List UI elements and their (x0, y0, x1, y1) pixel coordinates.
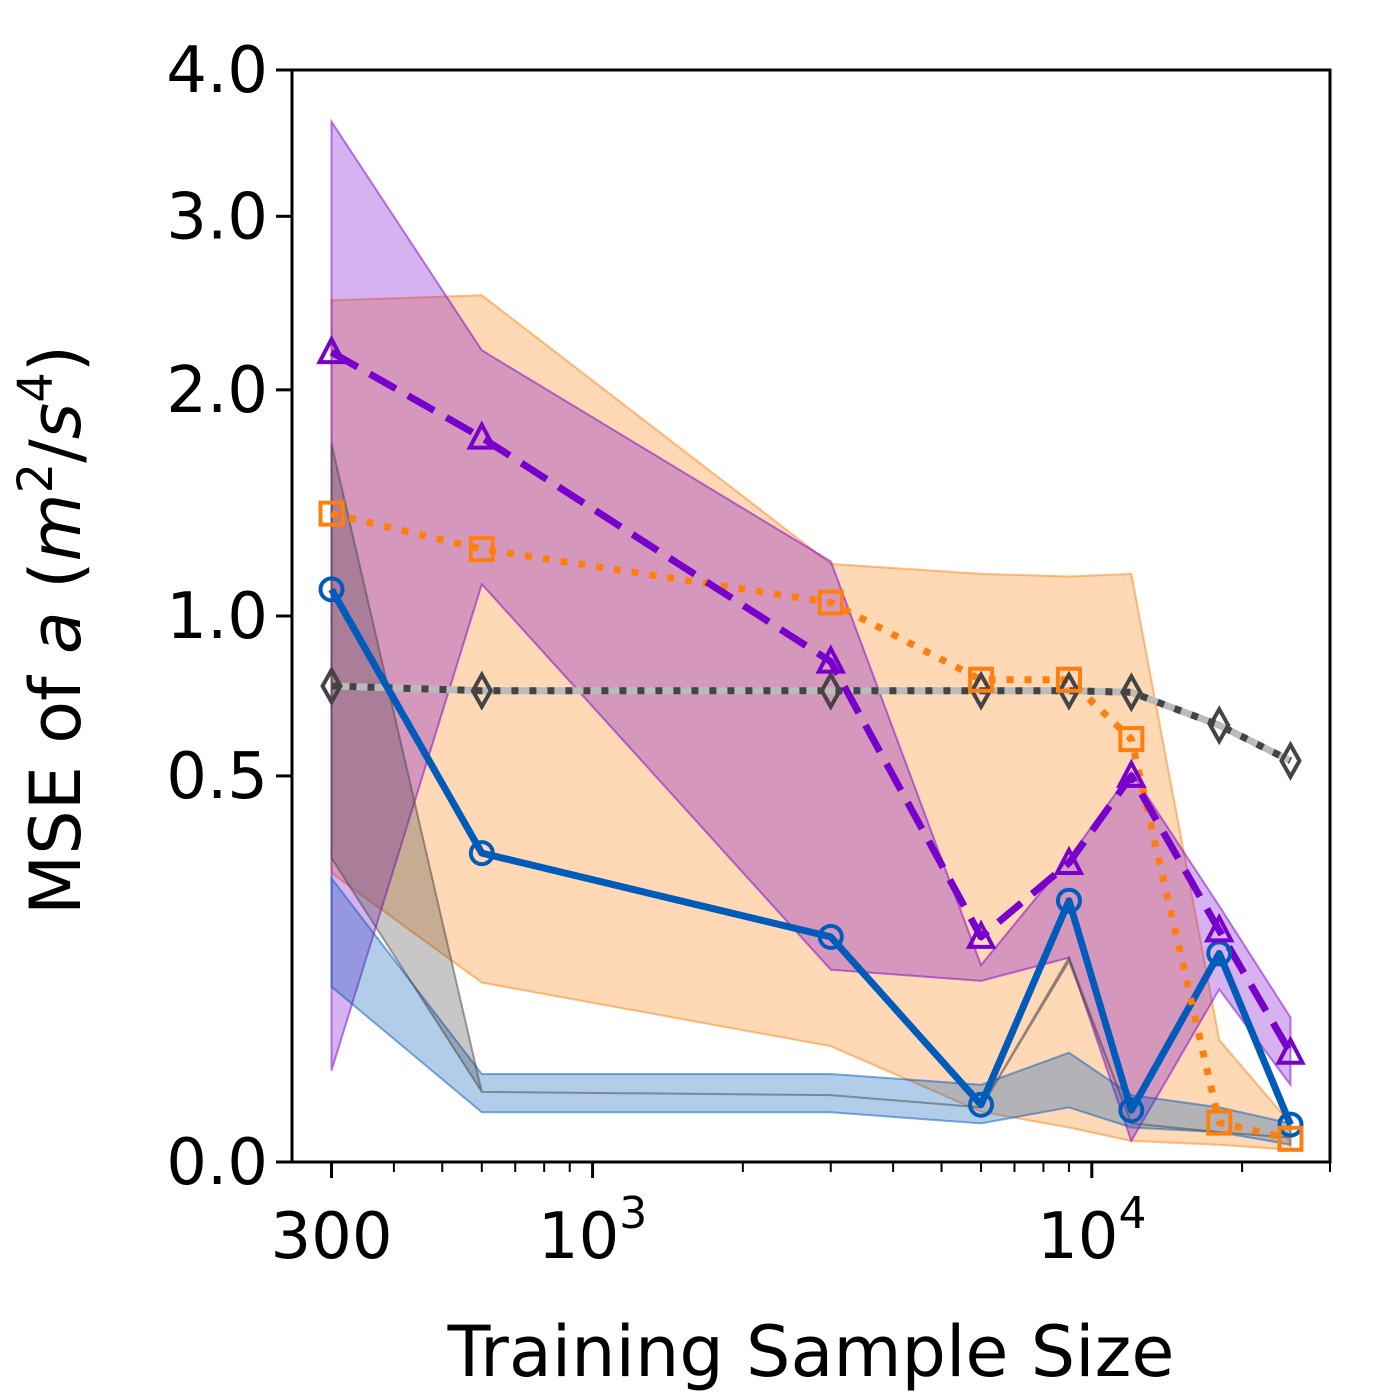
blue-point (468, 840, 495, 867)
axis-ticks: 0.0 0.5 1.0 2.0 3.0 4.0 300 103 104 (166, 34, 1331, 1274)
purple-point (1275, 1035, 1306, 1065)
orange-point (1277, 1125, 1304, 1152)
purple-point (815, 644, 847, 674)
series-markers (316, 334, 1306, 1152)
orange-point (1118, 726, 1145, 753)
x-tick-label: 300 (270, 1200, 392, 1274)
orange-point (817, 589, 844, 616)
blue-point (817, 923, 844, 950)
purple-point (965, 919, 997, 949)
y-tick-label: 3.0 (166, 180, 268, 254)
orange-point (318, 500, 345, 527)
confidence-bands (330, 118, 1292, 1151)
purple-point (466, 420, 498, 450)
gray-point (470, 670, 494, 711)
y-tick-label: 1.0 (166, 580, 268, 654)
orange-line (330, 510, 1292, 1143)
x-axis-label: Training Sample Size (447, 1311, 1175, 1393)
gray-point (320, 665, 343, 707)
purple-point (316, 334, 347, 365)
purple-band (330, 118, 1292, 1144)
purple-point (1053, 845, 1085, 875)
orange-point (968, 666, 995, 693)
y-tick-label: 0.5 (166, 740, 268, 814)
x-tick-label: 103 (538, 1188, 647, 1274)
y-tick-label: 4.0 (166, 34, 268, 108)
y-tick-label: 0.0 (166, 1126, 268, 1200)
blue-point (318, 576, 345, 603)
gray-point (1120, 672, 1143, 713)
gray-point (1279, 740, 1302, 781)
blue-point (968, 1091, 995, 1118)
gray-line-halo (331, 682, 1293, 764)
orange-point (468, 536, 495, 563)
purple-point (1116, 758, 1147, 788)
series-lines (328, 349, 1294, 1143)
blue-band (330, 875, 1292, 1146)
gray-point (1207, 705, 1231, 746)
blue-line (328, 587, 1294, 1126)
orange-point (1055, 666, 1082, 693)
y-tick-label: 2.0 (166, 354, 268, 428)
purple-line (329, 349, 1294, 1055)
blue-point (1055, 887, 1082, 914)
gray-band (330, 443, 1291, 1139)
orange-point (1206, 1109, 1233, 1136)
gray-point (819, 670, 843, 711)
x-tick-label: 104 (1037, 1188, 1146, 1274)
blue-point (1277, 1111, 1304, 1138)
gray-point (969, 670, 993, 711)
gray-point (1057, 670, 1081, 711)
y-axis-label: MSE of a (m2/s4) (8, 345, 97, 915)
purple-point (1203, 913, 1235, 943)
blue-point (1206, 940, 1233, 967)
blue-point (1118, 1097, 1145, 1124)
